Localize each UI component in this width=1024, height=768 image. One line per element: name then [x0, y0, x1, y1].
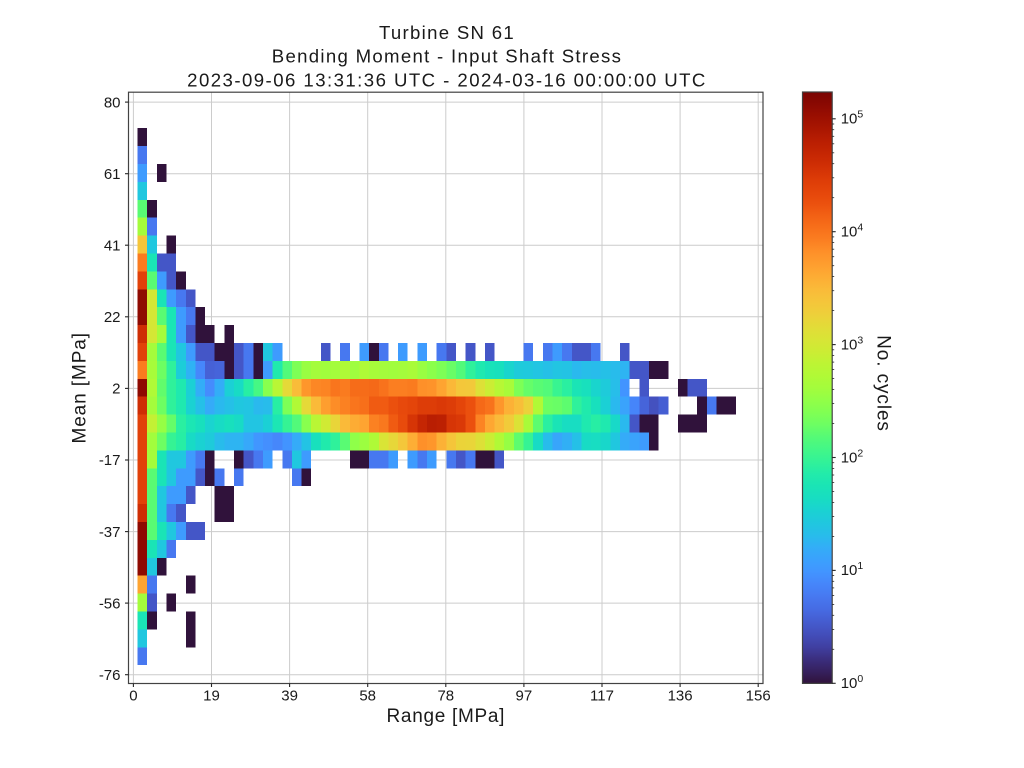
svg-text:No. cycles: No. cycles — [873, 335, 894, 432]
svg-text:Mean [MPa]: Mean [MPa] — [70, 332, 91, 443]
svg-text:-76: -76 — [99, 667, 121, 684]
svg-text:19: 19 — [203, 688, 220, 705]
svg-text:136: 136 — [668, 688, 693, 705]
svg-text:2023-09-06 13:31:36 UTC - 2024: 2023-09-06 13:31:36 UTC - 2024-03-16 00:… — [187, 69, 707, 90]
svg-text:80: 80 — [104, 94, 121, 111]
svg-text:39: 39 — [281, 688, 298, 705]
svg-text:97: 97 — [516, 688, 533, 705]
svg-text:78: 78 — [437, 688, 454, 705]
svg-text:41: 41 — [104, 237, 121, 254]
svg-text:2: 2 — [112, 381, 120, 398]
svg-text:117: 117 — [590, 688, 614, 705]
svg-text:61: 61 — [104, 166, 121, 183]
svg-text:Turbine SN 61: Turbine SN 61 — [379, 22, 515, 43]
svg-text:-37: -37 — [99, 524, 121, 541]
svg-text:22: 22 — [104, 309, 121, 326]
svg-text:-17: -17 — [99, 452, 121, 469]
svg-text:-56: -56 — [99, 595, 121, 612]
svg-text:Range [MPa]: Range [MPa] — [387, 706, 506, 727]
svg-text:156: 156 — [746, 688, 771, 705]
svg-text:Bending Moment - Input Shaft S: Bending Moment - Input Shaft Stress — [272, 46, 622, 67]
svg-text:0: 0 — [129, 688, 137, 705]
svg-text:58: 58 — [359, 688, 376, 705]
